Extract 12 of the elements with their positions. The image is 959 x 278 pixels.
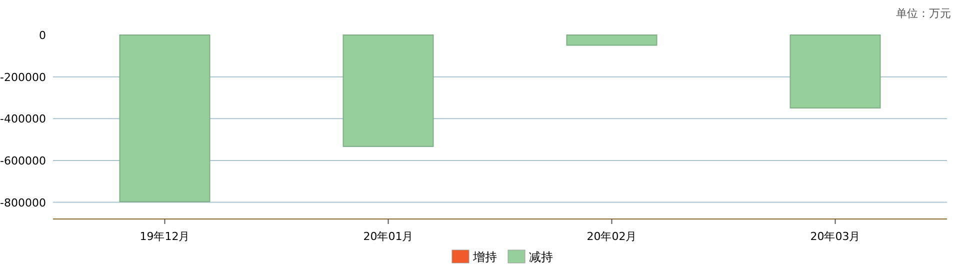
legend-label: 增持 bbox=[472, 250, 497, 264]
x-tick-label: 19年12月 bbox=[140, 230, 190, 243]
y-tick-label: -600000 bbox=[0, 154, 46, 168]
x-tick-label: 20年02月 bbox=[586, 230, 637, 243]
y-tick-label: -200000 bbox=[0, 70, 46, 84]
y-tick-label: -400000 bbox=[0, 112, 46, 126]
y-tick-label: -800000 bbox=[0, 196, 46, 210]
text: 单位：万元 bbox=[896, 7, 951, 20]
legend-label: 减持 bbox=[529, 250, 553, 264]
x-tick-label: 20年01月 bbox=[363, 230, 414, 243]
y-tick-label: 0 bbox=[39, 29, 46, 42]
x-tick-label: 20年03月 bbox=[810, 230, 860, 243]
